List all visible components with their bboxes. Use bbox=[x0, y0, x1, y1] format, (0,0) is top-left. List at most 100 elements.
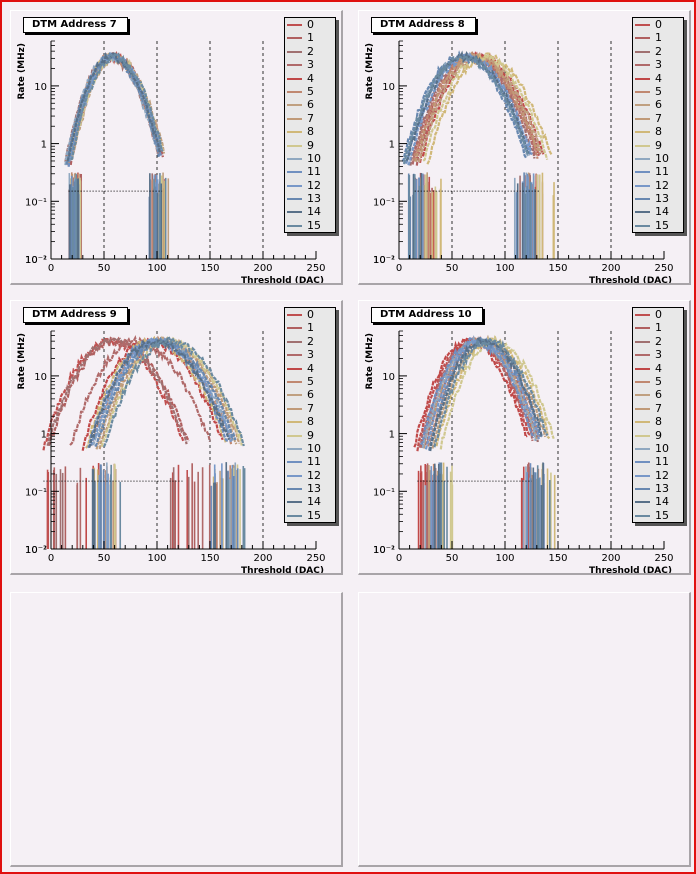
legend-swatch bbox=[635, 447, 650, 450]
legend-label: 2 bbox=[655, 44, 662, 58]
y-tick-label: 10⁻² bbox=[373, 545, 395, 556]
pad-title: DTM Address 7 bbox=[23, 17, 128, 33]
legend-label: 2 bbox=[655, 334, 662, 348]
x-axis-title: Threshold (DAC) bbox=[589, 276, 672, 283]
legend-swatch bbox=[287, 144, 302, 147]
y-tick-label: 10 bbox=[382, 372, 395, 383]
series-line bbox=[69, 52, 164, 161]
y-axis-title: Rate (MHz) bbox=[17, 43, 27, 100]
y-tick-label: 10 bbox=[34, 82, 47, 93]
legend-swatch bbox=[287, 447, 302, 450]
legend-entry: 14 bbox=[285, 495, 335, 508]
legend-entry: 6 bbox=[633, 98, 683, 111]
x-tick-label: 0 bbox=[48, 553, 54, 564]
legend-swatch bbox=[635, 104, 650, 107]
series-line bbox=[435, 335, 551, 447]
legend-swatch bbox=[287, 367, 302, 370]
legend-swatch bbox=[287, 198, 302, 201]
legend-swatch bbox=[287, 474, 302, 477]
chart-svg: 0 50 100 150 200 25010110⁻¹10⁻²10⁻¹Threshold … bbox=[365, 330, 674, 573]
legend-swatch bbox=[635, 37, 650, 40]
x-tick-label: 100 bbox=[147, 263, 166, 274]
legend-label: 13 bbox=[307, 482, 321, 496]
series-line bbox=[102, 335, 245, 448]
plot-pad: 0 50 100 150 200 250 10 1 10⁻¹ 10⁻² 10⁻¹ Threshold … bbox=[358, 300, 691, 575]
y-tick-label: 10 bbox=[34, 372, 47, 383]
legend-label: 10 bbox=[655, 441, 669, 455]
series-12 bbox=[68, 51, 163, 259]
chart-svg: 0 50 100 150 200 25010110⁻¹10⁻²10⁻¹Threshold … bbox=[17, 40, 326, 283]
legend-swatch bbox=[287, 421, 302, 424]
legend-entry: 11 bbox=[285, 455, 335, 468]
legend-swatch bbox=[287, 461, 302, 464]
y-tick-label: 1 bbox=[389, 430, 395, 441]
legend-swatch bbox=[287, 157, 302, 160]
x-tick-label: 150 bbox=[548, 553, 567, 564]
x-tick-label: 100 bbox=[495, 263, 514, 274]
legend-entry: 5 bbox=[285, 85, 335, 98]
series-8 bbox=[426, 52, 555, 259]
pad-title: DTM Address 10 bbox=[371, 307, 483, 323]
series-line bbox=[405, 50, 531, 162]
legend-swatch bbox=[635, 380, 650, 383]
legend-entry: 11 bbox=[633, 455, 683, 468]
legend-entry: 12 bbox=[285, 469, 335, 482]
legend-label: 12 bbox=[307, 178, 321, 192]
x-tick-label: 200 bbox=[253, 553, 272, 564]
legend-swatch bbox=[635, 488, 650, 491]
legend-label: 13 bbox=[655, 192, 669, 206]
legend-label: 1 bbox=[655, 31, 662, 45]
legend-label: 1 bbox=[307, 321, 314, 335]
legend-entry: 1 bbox=[633, 31, 683, 44]
legend-label: 10 bbox=[307, 441, 321, 455]
y-tick-label: 10⁻¹ bbox=[373, 197, 395, 208]
legend-swatch bbox=[635, 211, 650, 214]
legend-entry: 10 bbox=[633, 442, 683, 455]
legend-label: 10 bbox=[307, 151, 321, 165]
legend-label: 9 bbox=[307, 428, 314, 442]
series-line bbox=[433, 337, 549, 448]
y-axis-title: Rate (MHz) bbox=[365, 333, 375, 390]
legend-entry: 10 bbox=[285, 442, 335, 455]
legend-entry: 1 bbox=[285, 31, 335, 44]
legend-entry: 0 bbox=[285, 18, 335, 31]
legend-entry: 0 bbox=[633, 18, 683, 31]
legend-label: 9 bbox=[655, 428, 662, 442]
legend-swatch bbox=[287, 327, 302, 330]
legend-swatch bbox=[287, 501, 302, 504]
legend-entry: 13 bbox=[633, 192, 683, 205]
legend-entry: 5 bbox=[633, 375, 683, 388]
legend-entry: 2 bbox=[285, 45, 335, 58]
legend-label: 7 bbox=[307, 111, 314, 125]
x-tick-label: 150 bbox=[200, 263, 219, 274]
legend-entry: 10 bbox=[285, 152, 335, 165]
series-line bbox=[47, 336, 190, 446]
legend-swatch bbox=[635, 77, 650, 80]
series-2 bbox=[46, 336, 190, 549]
legend-swatch bbox=[287, 514, 302, 517]
legend-label: 7 bbox=[307, 401, 314, 415]
legend-label: 12 bbox=[307, 468, 321, 482]
legend-swatch bbox=[635, 198, 650, 201]
legend-swatch bbox=[287, 354, 302, 357]
legend-entry: 2 bbox=[285, 335, 335, 348]
legend-swatch bbox=[635, 354, 650, 357]
legend-entry: 15 bbox=[633, 219, 683, 232]
x-tick-label: 250 bbox=[306, 263, 325, 274]
series-14 bbox=[429, 337, 544, 549]
legend-swatch bbox=[635, 327, 650, 330]
x-tick-label: 0 bbox=[48, 263, 54, 274]
legend-swatch bbox=[287, 24, 302, 26]
y-tick-label: 10⁻¹ bbox=[373, 487, 395, 498]
legend-swatch bbox=[635, 184, 650, 187]
legend-label: 3 bbox=[307, 58, 314, 72]
legend-swatch bbox=[287, 131, 302, 134]
legend-label: 8 bbox=[655, 415, 662, 429]
legend-swatch bbox=[287, 50, 302, 53]
legend-entry: 7 bbox=[285, 112, 335, 125]
series-line bbox=[66, 51, 161, 162]
legend-entry: 3 bbox=[633, 348, 683, 361]
legend-swatch bbox=[287, 434, 302, 437]
x-tick-label: 100 bbox=[147, 553, 166, 564]
